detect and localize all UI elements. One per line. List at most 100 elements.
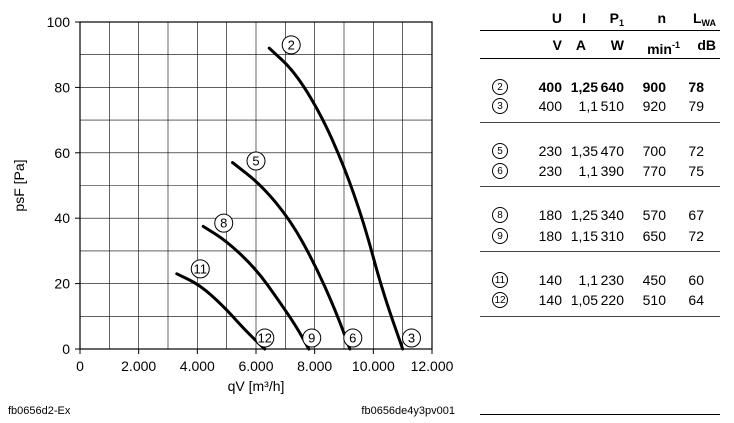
unit-u: V [552,37,562,53]
end-label-6: 6 [349,331,356,346]
footer-right: fb0656de4y3pv001 [361,405,455,417]
cell-p1-2: 640 [600,79,624,95]
y-tick-label: 80 [54,79,70,95]
row-label-6: 6 [492,163,508,179]
unit-l: dB [697,37,716,53]
curve-8 [201,224,311,351]
cell-u-8: 180 [538,207,562,223]
group-separator [480,122,720,123]
cell-u-9: 180 [538,228,562,244]
header-i: I [582,10,586,26]
curve-11 [175,272,267,351]
cell-i-12: 1,05 [570,292,598,308]
cell-i-9: 1,15 [570,228,598,244]
curve-label-5: 5 [252,153,259,168]
header-n: n [657,10,666,26]
footer-left: fb0656d2-Ex [8,405,71,417]
curve-label-8: 8 [220,216,227,231]
cell-i-3: 1,1 [578,98,598,114]
cell-l-6: 75 [688,163,704,179]
cell-u-12: 140 [538,292,562,308]
end-label-3: 3 [408,331,415,346]
group-separator [480,251,720,252]
end-label-circle-3 [401,328,421,348]
row-label-2: 2 [492,79,508,95]
cell-n-3: 920 [642,98,666,114]
end-label-12: 12 [258,331,272,346]
row-label-8: 8 [492,207,508,223]
y-tick-label: 60 [54,145,70,161]
cell-l-9: 72 [688,228,704,244]
group-separator [480,316,720,317]
x-tick-label: 0 [76,358,84,374]
cell-i-5: 1,35 [570,143,598,159]
cell-l-8: 67 [688,207,704,223]
end-label-9: 9 [308,331,315,346]
cell-u-5: 230 [538,143,562,159]
y-axis-label: psF [Pa] [11,159,27,211]
unit-n: min-1 [647,40,680,57]
cell-n-9: 650 [642,228,666,244]
cell-n-11: 450 [642,272,666,288]
cell-i-2: 1,25 [570,79,598,95]
curve-label-circle-11 [190,259,210,279]
x-tick-label: 2.000 [121,358,156,374]
x-tick-label: 12.000 [411,358,454,374]
group-separator [480,186,720,187]
header-u: U [551,10,562,26]
cell-u-2: 400 [538,79,562,95]
y-tick-label: 0 [62,341,70,357]
x-tick-label: 8.000 [297,358,332,374]
bottom-separator [480,414,720,415]
y-tick-label: 20 [54,276,70,292]
y-tick-label: 100 [47,14,71,30]
curve-label-2: 2 [288,37,295,52]
header-lwa: LWA [692,10,716,28]
cell-n-6: 770 [642,163,666,179]
x-axis-label: qV [m³/h] [228,378,285,394]
spec-table: U I P1 n LWA V A W min-1 dB 2 400 1,25 640 9… [480,0,720,423]
cell-i-8: 1,25 [570,207,598,223]
curve-label-11: 11 [194,261,208,276]
row-label-9: 9 [492,228,508,244]
end-label-circle-12 [255,328,275,348]
cell-l-12: 64 [688,292,704,308]
units-separator [480,58,720,59]
cell-p1-11: 230 [600,272,624,288]
curve-label-circle-2 [281,35,301,55]
cell-p1-12: 220 [600,292,624,308]
cell-l-11: 60 [688,272,704,288]
curve-5 [231,161,352,351]
unit-i: A [575,37,586,53]
row-label-5: 5 [492,143,508,159]
cell-i-6: 1,1 [578,163,598,179]
x-tick-label: 4.000 [180,358,215,374]
cell-p1-8: 340 [600,207,624,223]
cell-u-11: 140 [538,272,562,288]
cell-p1-6: 390 [600,163,624,179]
cell-p1-5: 470 [600,143,624,159]
cell-l-2: 78 [688,79,704,95]
cell-u-3: 400 [538,98,562,114]
x-tick-label: 10.000 [352,358,395,374]
cell-u-6: 230 [538,163,562,179]
curve-2 [267,46,405,351]
x-tick-label: 6.000 [238,358,273,374]
cell-p1-3: 510 [600,98,624,114]
cell-n-8: 570 [642,207,666,223]
header-p1: P1 [609,10,624,28]
cell-p1-9: 310 [600,228,624,244]
end-label-circle-6 [343,328,363,348]
cell-n-5: 700 [642,143,666,159]
row-label-12: 12 [492,292,508,308]
row-label-11: 11 [492,272,508,288]
cell-l-3: 79 [688,98,704,114]
unit-p1: W [610,37,624,53]
cell-i-11: 1,1 [578,272,598,288]
cell-n-2: 900 [642,79,666,95]
fan-curve-chart: 0 2.000 4.000 6.000 8.000 10.000 12.000 0 20 40 60… [8,14,455,417]
y-tick-label: 40 [54,210,70,226]
end-label-circle-9 [302,328,322,348]
cell-n-12: 510 [642,292,666,308]
curve-label-circle-5 [246,151,266,171]
